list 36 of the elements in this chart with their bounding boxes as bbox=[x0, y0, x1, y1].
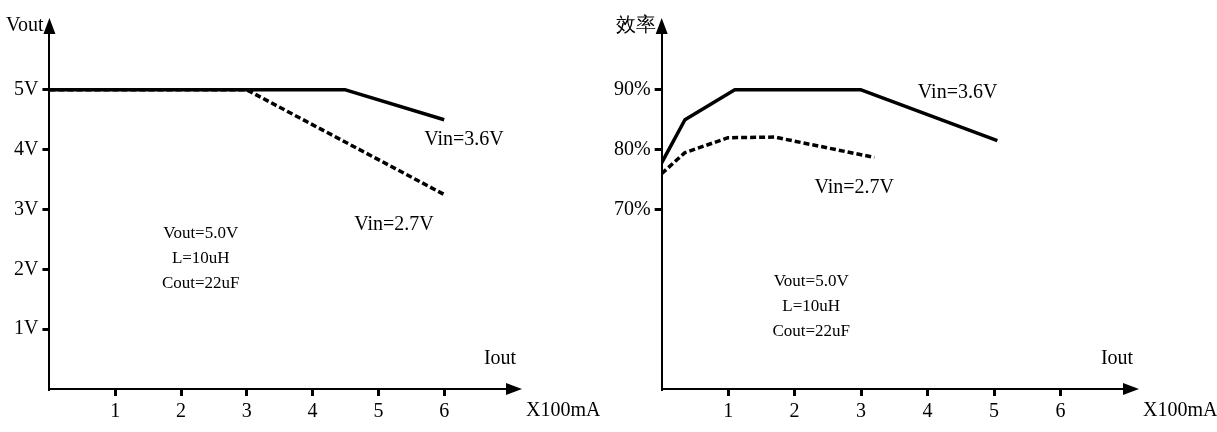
y-tick-label: 70% bbox=[613, 196, 651, 219]
series-label: Vin=2.7V bbox=[354, 211, 435, 234]
x-tick-label: 3 bbox=[856, 399, 867, 422]
x-tick-label: 2 bbox=[176, 399, 187, 422]
annotation: Vout=5.0V bbox=[773, 270, 850, 290]
y-axis-title: 效率 bbox=[615, 13, 656, 36]
y-tick-label: 1V bbox=[13, 316, 39, 339]
annotation: L=10uH bbox=[782, 295, 841, 315]
x-axis-title: Iout bbox=[483, 346, 517, 369]
annotation: Cout=22uF bbox=[772, 320, 851, 340]
annotation: Vout=5.0V bbox=[163, 222, 239, 242]
y-tick-label: 80% bbox=[613, 136, 651, 159]
x-tick-label: 4 bbox=[307, 399, 318, 422]
y-tick-label: 3V bbox=[13, 196, 39, 219]
x-tick-label: 1 bbox=[110, 399, 121, 422]
x-axis-title: Iout bbox=[1100, 346, 1134, 369]
x-tick-label: 6 bbox=[1055, 399, 1066, 422]
y-tick-label: 2V bbox=[13, 256, 39, 279]
x-tick-label: 3 bbox=[241, 399, 252, 422]
x-tick-label: 5 bbox=[989, 399, 1000, 422]
x-tick-label: 5 bbox=[373, 399, 384, 422]
y-axis-title: Vout bbox=[6, 13, 44, 36]
x-tick-label: 6 bbox=[439, 399, 450, 422]
text: X100mA bbox=[526, 398, 601, 421]
x-tick-label: 1 bbox=[723, 399, 734, 422]
annotation: Cout=22uF bbox=[161, 272, 240, 292]
x-tick-label: 2 bbox=[789, 399, 800, 422]
annotation: L=10uH bbox=[171, 247, 230, 267]
x-tick-label: 4 bbox=[922, 399, 933, 422]
text: X100mA bbox=[1143, 398, 1217, 421]
y-tick-label: 90% bbox=[613, 77, 651, 100]
y-tick-label: 4V bbox=[13, 136, 39, 159]
series-label: Vin=2.7V bbox=[814, 174, 895, 197]
series-label: Vin=3.6V bbox=[424, 127, 505, 149]
series-label: Vin=3.6V bbox=[917, 79, 998, 102]
y-tick-label: 5V bbox=[13, 77, 39, 100]
